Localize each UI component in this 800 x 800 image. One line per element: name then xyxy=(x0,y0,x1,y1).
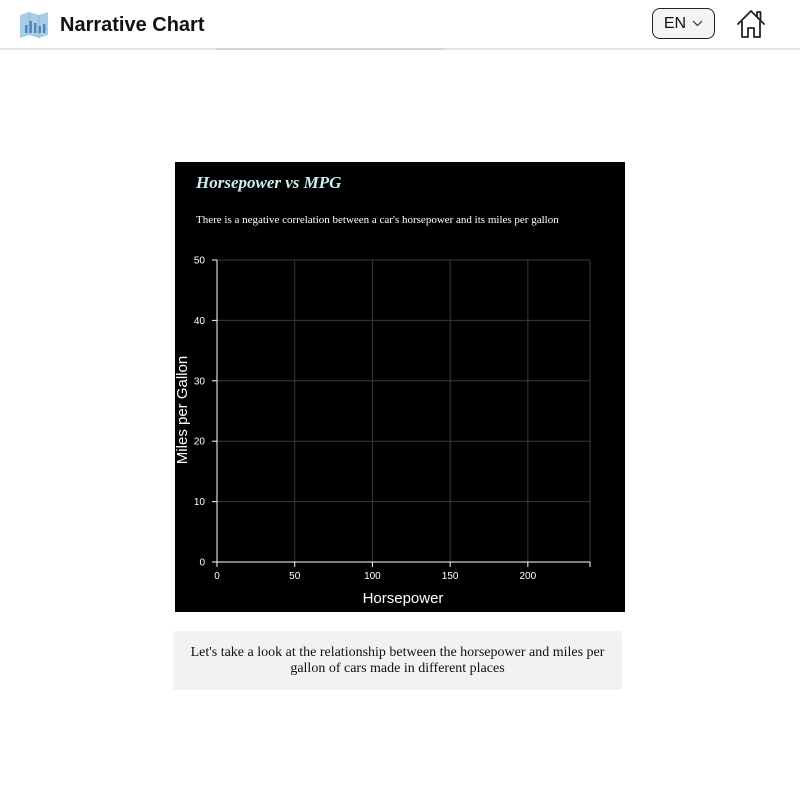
scatter-chart: 0 10 20 30 40 50 0 50 100 150 200 Horsepower vs MP… xyxy=(175,173,591,607)
language-select-button[interactable]: EN xyxy=(652,8,715,39)
x-tick-label: 0 xyxy=(214,571,220,582)
x-tick-label: 150 xyxy=(442,571,459,582)
chevron-down-icon xyxy=(692,20,703,27)
y-tick-label: 0 xyxy=(199,558,205,569)
language-label: EN xyxy=(663,14,687,32)
y-axis-label: Miles per Gallon xyxy=(175,356,191,464)
y-tick-label: 50 xyxy=(194,256,206,267)
chart-card: 0 10 20 30 40 50 0 50 100 150 200 Horsepower vs MP… xyxy=(175,162,625,612)
grid xyxy=(216,259,591,563)
x-tick-label: 100 xyxy=(364,571,381,582)
chart-title: Horsepower vs MPG xyxy=(195,173,342,192)
caption-text: Let's take a look at the relationship be… xyxy=(190,644,605,676)
home-button[interactable] xyxy=(736,8,766,40)
narrative-caption: Let's take a look at the relationship be… xyxy=(173,631,622,690)
chart-subtitle: There is a negative correlation between … xyxy=(196,214,559,226)
progress-indicator xyxy=(216,48,444,50)
y-tick-label: 20 xyxy=(194,437,206,448)
top-bar: Narrative Chart EN xyxy=(0,0,800,50)
y-tick-label: 30 xyxy=(194,376,206,387)
x-axis-label: Horsepower xyxy=(363,590,444,607)
y-tick-label: 40 xyxy=(194,316,206,327)
app-title: Narrative Chart xyxy=(60,14,205,36)
home-icon xyxy=(736,10,766,44)
x-tick-label: 50 xyxy=(289,571,301,582)
axes: 0 10 20 30 40 50 0 50 100 150 200 xyxy=(194,256,591,582)
x-tick-label: 200 xyxy=(519,571,536,582)
y-tick-label: 10 xyxy=(194,497,206,508)
bar-chart-logo-icon xyxy=(19,11,49,39)
